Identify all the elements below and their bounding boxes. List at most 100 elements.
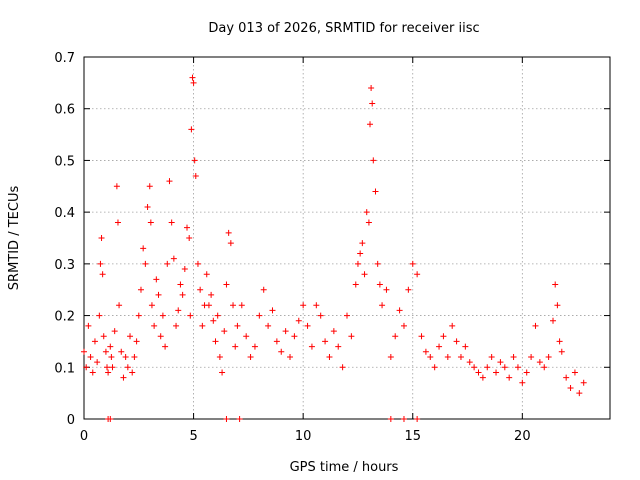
data-point [576, 390, 583, 397]
y-tick-label: 0.7 [54, 51, 75, 66]
data-point [396, 307, 403, 314]
data-point [108, 353, 115, 360]
data-point [100, 333, 107, 340]
data-point [146, 183, 153, 190]
data-point [510, 353, 517, 360]
data-point [192, 172, 199, 179]
y-tick-label: 0.1 [54, 361, 75, 376]
data-point [96, 312, 103, 319]
data-point [372, 188, 379, 195]
y-axis-label: SRMTID / TECUs [7, 186, 22, 291]
x-tick-label: 10 [295, 429, 312, 444]
data-point [157, 333, 164, 340]
data-point [550, 317, 557, 324]
data-point [205, 302, 212, 309]
data-point [227, 240, 234, 247]
data-point [184, 224, 191, 231]
data-point [236, 416, 243, 422]
data-point [223, 416, 230, 422]
data-point [528, 353, 535, 360]
data-point [189, 74, 196, 81]
data-point [221, 328, 228, 335]
data-point [344, 312, 350, 319]
y-tick-label: 0.5 [54, 154, 75, 169]
data-point [151, 322, 158, 329]
data-point [199, 322, 206, 329]
data-point [493, 369, 500, 376]
data-point [230, 302, 237, 309]
data-point [127, 333, 134, 340]
data-point [177, 281, 184, 288]
data-point [348, 333, 355, 340]
data-point [99, 271, 106, 278]
data-point [251, 343, 258, 350]
data-point [532, 322, 539, 329]
data-point [440, 333, 447, 340]
data-point [120, 374, 127, 381]
data-point [273, 338, 280, 345]
data-point [109, 364, 116, 371]
data-point [571, 369, 578, 376]
data-point [300, 302, 307, 309]
data-point [556, 338, 563, 345]
data-point [287, 353, 294, 360]
data-point [247, 353, 254, 360]
data-point [113, 183, 120, 190]
data-point [133, 338, 140, 345]
data-point [431, 364, 438, 371]
data-point [203, 271, 210, 278]
y-tick-label: 0.4 [54, 206, 75, 221]
data-point [212, 338, 219, 345]
data-point [94, 359, 101, 366]
data-point [339, 364, 346, 371]
data-point [484, 364, 491, 371]
data-point [479, 374, 486, 381]
data-point [376, 281, 383, 288]
data-point [278, 348, 285, 355]
data-point [519, 379, 526, 386]
data-point [322, 338, 329, 345]
data-point [91, 338, 98, 345]
y-tick-label: 0.2 [54, 310, 75, 325]
data-point [462, 343, 469, 350]
data-point [383, 286, 390, 293]
data-points [81, 74, 587, 422]
gridlines [84, 57, 610, 419]
data-point [387, 353, 394, 360]
data-point [122, 353, 129, 360]
data-point [81, 348, 87, 355]
data-point [545, 353, 552, 360]
data-point [140, 245, 147, 252]
data-point [159, 312, 166, 319]
data-point [409, 260, 416, 267]
data-point [256, 312, 263, 319]
data-point [225, 229, 232, 236]
data-point [87, 353, 94, 360]
data-point [567, 384, 574, 391]
data-point [436, 343, 443, 350]
data-point [83, 364, 90, 371]
data-point [234, 322, 241, 329]
data-point [105, 369, 112, 376]
data-point [118, 348, 125, 355]
data-point [368, 85, 375, 92]
y-tick-label: 0.3 [54, 258, 75, 273]
data-point [173, 322, 180, 329]
data-point [352, 281, 359, 288]
data-point [89, 369, 96, 376]
x-axis-label: GPS time / hours [290, 460, 399, 475]
data-point [214, 312, 221, 319]
axis-ticks: 0 0.1 0.2 0.3 0.4 0.5 0.6 0.7 0 5 10 15 20 [54, 51, 610, 444]
data-point [313, 302, 320, 309]
data-point [166, 178, 173, 185]
data-point [295, 317, 302, 324]
data-point [186, 235, 193, 241]
data-point [367, 121, 374, 128]
data-point [107, 416, 114, 422]
data-point [405, 286, 412, 293]
data-point [107, 343, 114, 350]
data-point [506, 374, 513, 381]
data-point [135, 312, 142, 319]
data-point [168, 219, 175, 226]
data-point [497, 359, 504, 366]
